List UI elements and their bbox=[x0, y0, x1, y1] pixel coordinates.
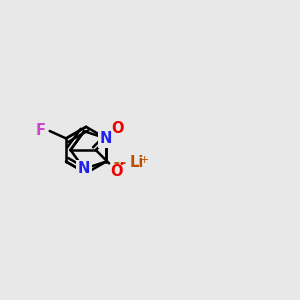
Text: +: + bbox=[140, 154, 149, 164]
Text: N: N bbox=[78, 161, 90, 176]
Text: O: O bbox=[112, 121, 124, 136]
Text: F: F bbox=[36, 124, 46, 139]
Text: N: N bbox=[100, 131, 112, 146]
Text: O: O bbox=[111, 164, 123, 179]
Text: •: • bbox=[118, 159, 124, 169]
Text: Li: Li bbox=[130, 155, 144, 170]
